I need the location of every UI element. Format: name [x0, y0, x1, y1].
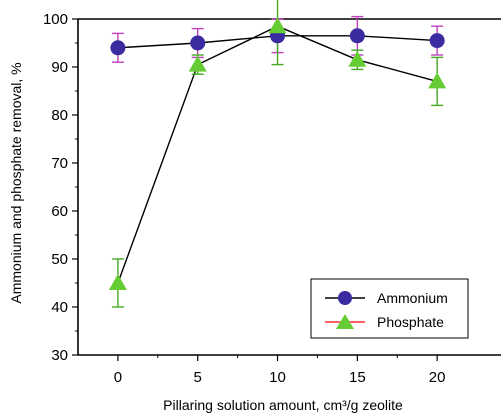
y-tick-label: 50 — [51, 251, 68, 268]
phosphate-point — [268, 17, 287, 34]
phosphate-point — [348, 50, 367, 67]
x-axis-title: Pillaring solution amount, cm³/g zeolite — [163, 397, 403, 413]
ammonium-point — [349, 28, 365, 44]
x-tick-label: 0 — [114, 369, 122, 386]
x-tick-label: 10 — [269, 369, 286, 386]
ammonium-point — [190, 35, 206, 51]
y-tick-label: 80 — [51, 107, 68, 124]
legend-label-ammonium: Ammonium — [377, 290, 448, 306]
y-axis-ticks: 30 40 50 60 70 80 90 100 — [43, 11, 78, 364]
phosphate-point — [428, 72, 447, 89]
x-tick-label: 5 — [194, 369, 202, 386]
y-tick-label: 60 — [51, 203, 68, 220]
series — [108, 0, 447, 308]
phosphate-point — [108, 274, 127, 290]
legend: Ammonium Phosphate — [310, 278, 469, 339]
y-axis-title: Ammonium and phosphate removal, % — [8, 62, 24, 303]
ammonium-point — [429, 33, 445, 49]
y-tick-label: 70 — [51, 155, 68, 172]
y-tick-label: 40 — [51, 299, 68, 316]
legend-label-phosphate: Phosphate — [377, 314, 444, 330]
legend-marker-ammonium — [338, 291, 352, 305]
phosphate-point — [188, 55, 207, 72]
y-tick-label: 30 — [51, 347, 68, 364]
x-tick-label: 15 — [349, 369, 366, 386]
x-axis-ticks: 0 5 10 15 20 — [114, 355, 446, 386]
y-tick-label: 90 — [51, 59, 68, 76]
ammonium-point — [110, 40, 126, 56]
legend-marker-phosphate — [336, 314, 354, 329]
x-tick-label: 20 — [429, 369, 446, 386]
y-tick-label: 100 — [43, 11, 68, 28]
